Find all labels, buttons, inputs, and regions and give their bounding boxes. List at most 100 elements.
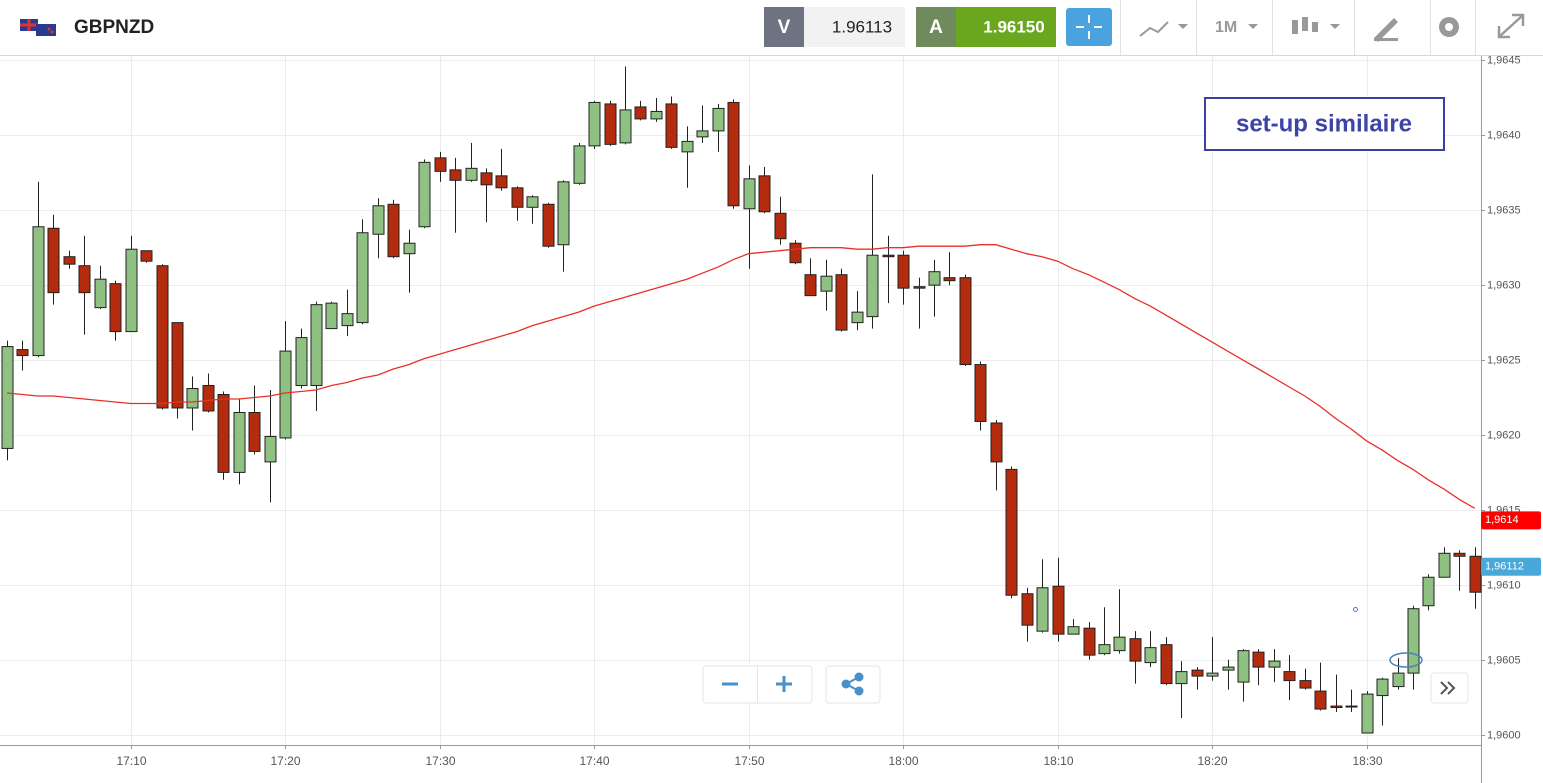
candle-body [557, 181, 570, 246]
y-tick-label: 1,9630 [1487, 279, 1521, 291]
candle-body [1345, 705, 1358, 708]
chart-type-icon[interactable] [1139, 21, 1188, 37]
scroll-end-button[interactable] [1430, 672, 1469, 704]
candle-body [186, 388, 199, 409]
candle-body [264, 435, 277, 463]
candle-body [403, 242, 416, 255]
candle-body [1098, 644, 1111, 655]
candle-body [1021, 593, 1034, 626]
candle-body [32, 226, 45, 357]
candle-body [943, 277, 956, 282]
candle-body [434, 157, 447, 172]
y-tick-label: 1,9610 [1487, 579, 1521, 591]
candle-body [372, 205, 385, 235]
candle-body [851, 311, 864, 324]
candle-body [202, 385, 215, 412]
candle-body [1191, 669, 1204, 677]
candle-body [1407, 608, 1420, 674]
candle-body [1453, 552, 1466, 557]
x-tick-label: 18:10 [1043, 754, 1073, 768]
x-tick-label: 17:10 [116, 754, 146, 768]
settings-icon[interactable] [1439, 17, 1459, 37]
candle-body [913, 286, 926, 289]
candle-body [465, 167, 478, 181]
candle-body [295, 337, 308, 387]
candle-body [1299, 680, 1312, 689]
x-tick-label: 18:30 [1352, 754, 1382, 768]
candle-body [310, 304, 323, 387]
moving-average [6, 244, 1476, 509]
candle-body [789, 242, 802, 264]
candle-body [356, 232, 369, 324]
candle-body [1376, 678, 1389, 697]
drawing-ellipse [1389, 652, 1423, 668]
draw-icon[interactable] [1374, 18, 1398, 42]
candle-body [1469, 555, 1482, 593]
candle-body [696, 130, 709, 138]
ask-button[interactable] [916, 7, 956, 47]
candle-body [774, 212, 787, 240]
crosshair-button[interactable] [1066, 8, 1112, 46]
candle-body [325, 302, 338, 330]
candle-body [1438, 552, 1451, 578]
bid-label: V [778, 17, 791, 38]
candle-body [1252, 651, 1265, 668]
candle-body [109, 283, 122, 333]
candle-body [1144, 647, 1157, 664]
x-tick-label: 17:50 [734, 754, 764, 768]
candle-body [1422, 576, 1435, 607]
candle-body [125, 248, 138, 333]
candle-body [1361, 693, 1374, 734]
y-tick-label: 1,9625 [1487, 354, 1521, 366]
candle-body [897, 254, 910, 289]
candle-body [1, 346, 14, 449]
bid-box [804, 7, 905, 47]
zoom-in[interactable] [776, 676, 792, 692]
candle-body [1268, 660, 1281, 668]
candle-body [94, 278, 107, 309]
candle-body [449, 169, 462, 181]
candle-body [835, 274, 848, 331]
ask-box [956, 7, 1056, 47]
timeframe[interactable]: 1M [1215, 19, 1237, 36]
candle-body [1083, 627, 1096, 656]
candle-body [279, 350, 292, 439]
candle-body [495, 175, 508, 189]
candle-body [712, 107, 725, 132]
candle-body [1175, 671, 1188, 685]
candle-body [758, 175, 771, 213]
candle-body [140, 250, 153, 262]
annotation-box [1204, 97, 1445, 151]
candle-body [480, 172, 493, 186]
candle-icon[interactable] [1292, 17, 1340, 34]
scroll-end-icon [1440, 681, 1456, 695]
share-button[interactable] [825, 665, 881, 704]
expand-icon[interactable] [1497, 13, 1525, 39]
candle-body [248, 411, 261, 452]
candle-body [217, 394, 230, 473]
candle-body [588, 101, 601, 147]
candle-body [1283, 671, 1296, 682]
candle-body [990, 422, 1003, 463]
price-tag-label: 1,9614 [1485, 514, 1519, 526]
candle-body [604, 103, 617, 145]
candle-body [650, 110, 663, 120]
candle-body [820, 275, 833, 292]
candle-body [1330, 705, 1343, 709]
candle-body [233, 411, 246, 473]
candle-body [1113, 636, 1126, 652]
candle-body [1052, 585, 1065, 635]
ask-label: A [929, 17, 943, 38]
candle-body [1067, 626, 1080, 635]
candle-body [47, 227, 60, 294]
candle-body [526, 196, 539, 208]
symbol: GBPNZD [74, 17, 154, 38]
x-tick-label: 18:00 [888, 754, 918, 768]
candle-body [63, 256, 76, 265]
candle-body [681, 140, 694, 153]
flag-icon [20, 19, 56, 36]
price-tag-label: 1,96112 [1485, 561, 1524, 573]
bid-button[interactable] [764, 7, 804, 47]
y-tick-label: 1,9635 [1487, 204, 1521, 216]
